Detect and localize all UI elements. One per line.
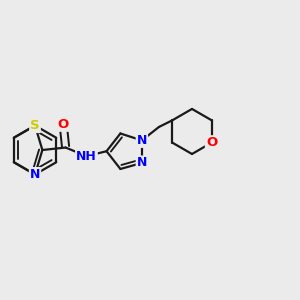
Text: N: N bbox=[30, 168, 40, 181]
Text: O: O bbox=[58, 118, 69, 131]
Text: N: N bbox=[136, 157, 147, 169]
Text: N: N bbox=[136, 134, 147, 147]
Text: NH: NH bbox=[76, 150, 97, 163]
Text: O: O bbox=[206, 136, 217, 149]
Text: S: S bbox=[30, 119, 40, 132]
